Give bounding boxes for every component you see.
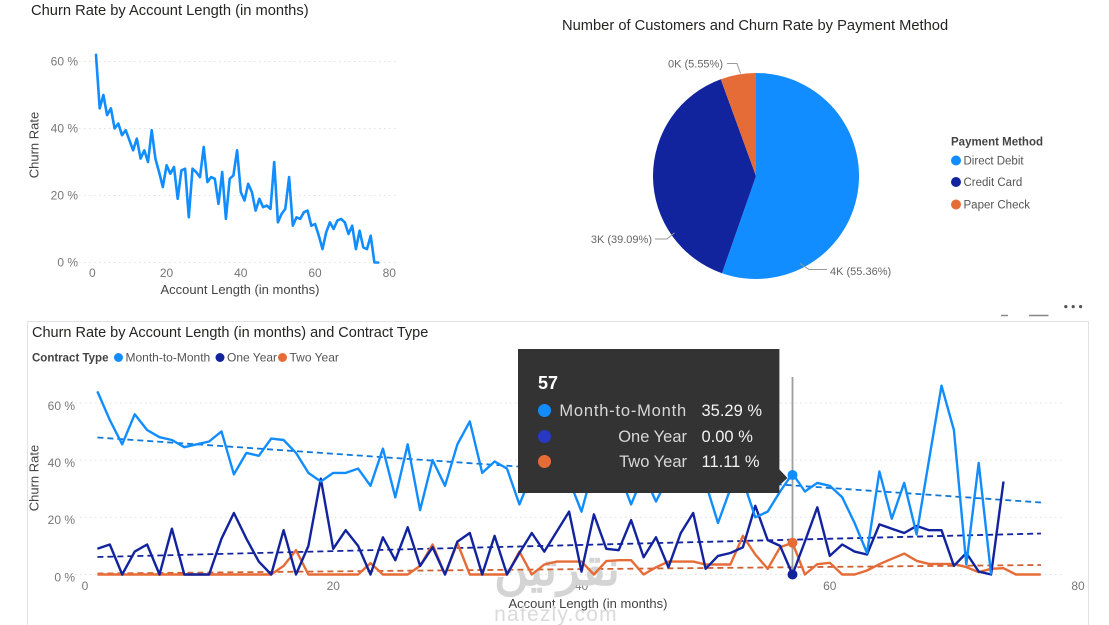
svg-text:Number of Customers and Churn: Number of Customers and Churn Rate by Pa…: [562, 18, 948, 34]
svg-text:11.11 %: 11.11 %: [702, 453, 760, 471]
svg-text:40: 40: [575, 579, 589, 593]
svg-text:35.29 %: 35.29 %: [702, 402, 763, 420]
svg-text:60 %: 60 %: [48, 399, 76, 413]
svg-text:Churn Rate: Churn Rate: [27, 445, 42, 511]
svg-text:One Year: One Year: [618, 428, 687, 446]
svg-text:40 %: 40 %: [48, 456, 76, 470]
svg-text:Churn Rate by Account Length (: Churn Rate by Account Length (in months): [31, 3, 309, 19]
svg-text:Direct Debit: Direct Debit: [964, 156, 1025, 168]
svg-text:Payment Method: Payment Method: [951, 137, 1043, 149]
svg-text:Churn Rate by Account Length (: Churn Rate by Account Length (in months)…: [32, 325, 428, 341]
svg-text:0: 0: [82, 579, 89, 593]
svg-text:20: 20: [327, 579, 341, 593]
svg-text:Month-to-Month: Month-to-Month: [559, 402, 687, 420]
svg-text:60 %: 60 %: [51, 55, 79, 69]
svg-text:4K (55.36%): 4K (55.36%): [830, 266, 891, 278]
svg-text:nafezly.com: nafezly.com: [494, 603, 618, 625]
svg-text:0 %: 0 %: [54, 571, 75, 585]
svg-text:نقرتين: نقرتين: [494, 542, 620, 598]
svg-text:0: 0: [89, 266, 96, 280]
svg-text:3K (39.09%): 3K (39.09%): [591, 234, 652, 246]
svg-text:0K (5.55%): 0K (5.55%): [668, 59, 723, 71]
svg-text:Contract Type: Contract Type: [32, 353, 108, 365]
svg-text:Account Length (in months): Account Length (in months): [161, 282, 320, 297]
svg-text:80: 80: [383, 266, 397, 280]
svg-text:20 %: 20 %: [48, 513, 76, 527]
svg-text:80: 80: [1071, 579, 1085, 593]
svg-text:0 %: 0 %: [57, 256, 78, 270]
svg-text:Month-to-Month: Month-to-Month: [126, 351, 211, 365]
svg-text:Account Length (in months): Account Length (in months): [509, 596, 668, 611]
svg-text:0.00 %: 0.00 %: [702, 428, 754, 446]
svg-text:57: 57: [538, 373, 558, 393]
svg-text:60: 60: [823, 579, 837, 593]
svg-text:40: 40: [234, 266, 248, 280]
svg-text:60: 60: [308, 266, 322, 280]
svg-text:20 %: 20 %: [51, 189, 79, 203]
svg-text:One Year: One Year: [227, 351, 277, 365]
svg-text:20: 20: [160, 266, 174, 280]
svg-text:Credit Card: Credit Card: [964, 177, 1023, 189]
svg-text:Paper Check: Paper Check: [964, 200, 1031, 212]
svg-text:Two Year: Two Year: [619, 453, 687, 471]
svg-text:40 %: 40 %: [51, 122, 79, 136]
svg-text:Churn Rate: Churn Rate: [27, 112, 42, 178]
svg-text:Two Year: Two Year: [290, 351, 339, 365]
